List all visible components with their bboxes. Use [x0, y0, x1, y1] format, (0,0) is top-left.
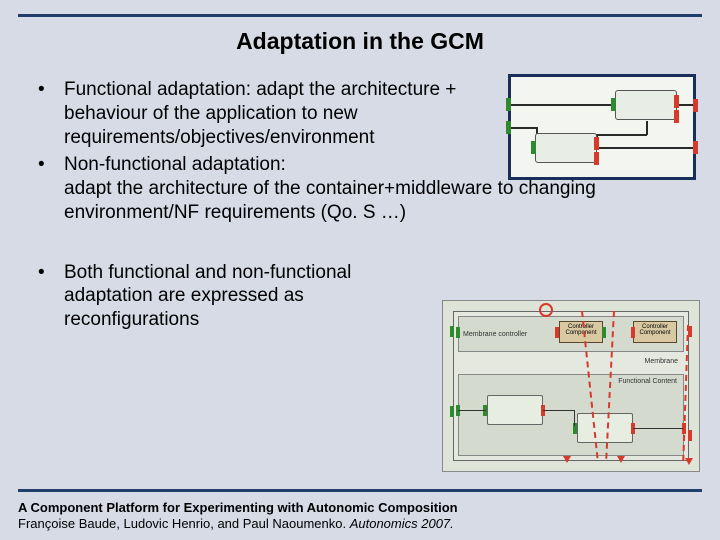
diagram2-arrowhead-icon [685, 458, 693, 465]
diagram2-arrowhead-icon [563, 456, 571, 463]
diagram2-port [602, 327, 606, 338]
diagram1-port [693, 141, 698, 154]
diagram1-port [674, 110, 679, 123]
bullet-reconfigurations: Both functional and non-functional adapt… [34, 261, 414, 332]
diagram2-port [688, 430, 692, 441]
diagram2-highlight-circle [539, 303, 553, 317]
slide-footer: A Component Platform for Experimenting w… [18, 500, 702, 533]
footer-credits: Françoise Baude, Ludovic Henrio, and Pau… [18, 516, 702, 532]
top-rule [18, 14, 702, 17]
diagram2-wire [543, 410, 575, 411]
diagram-component-boxes [508, 74, 696, 180]
bottom-rule [18, 489, 702, 492]
diagram1-box-b [535, 133, 597, 163]
footer-title: A Component Platform for Experimenting w… [18, 500, 702, 516]
diagram2-port [456, 327, 460, 338]
diagram1-port [594, 152, 599, 165]
diagram1-wire [509, 104, 615, 106]
diagram2-port [450, 326, 454, 337]
diagram2-functional-band: Functional Content [458, 374, 684, 456]
diagram2-wire [458, 410, 486, 411]
bullet-functional-adaptation: Functional adaptation: adapt the archite… [34, 78, 504, 149]
diagram2-controller-band: Membrane controller Controller Component… [458, 316, 684, 352]
footer-authors: Françoise Baude, Ludovic Henrio, and Pau… [18, 516, 350, 531]
diagram2-membrane-outer: Membrane controller Controller Component… [453, 311, 689, 461]
diagram2-wire [574, 410, 575, 426]
diagram2-inner-box [487, 395, 543, 425]
diagram2-port [631, 327, 635, 338]
diagram1-port [594, 137, 599, 150]
diagram2-controller-box: Controller Component [633, 321, 677, 343]
diagram2-functional-label: Functional Content [618, 378, 677, 385]
diagram1-wire [509, 127, 537, 129]
diagram1-port [531, 141, 536, 154]
diagram1-port [693, 99, 698, 112]
diagram1-box-a [615, 90, 677, 120]
diagram2-inner-box [577, 413, 633, 443]
diagram2-port [555, 327, 559, 338]
diagram1-wire [596, 147, 696, 149]
diagram-membrane-controller: Membrane controller Controller Component… [442, 300, 700, 472]
slide-title: Adaptation in the GCM [0, 28, 720, 55]
diagram2-arrowhead-icon [617, 456, 625, 463]
diagram1-port [674, 95, 679, 108]
diagram2-wire [633, 428, 685, 429]
diagram2-port [450, 406, 454, 417]
diagram1-port [506, 121, 511, 134]
footer-venue: Autonomics 2007. [350, 516, 454, 531]
diagram1-port [611, 98, 616, 111]
diagram1-wire [596, 134, 647, 136]
diagram2-membrane-label: Membrane controller [463, 331, 527, 338]
diagram1-wire [646, 121, 648, 135]
diagram1-port [506, 98, 511, 111]
diagram2-membrane-label2: Membrane [645, 358, 678, 365]
diagram2-controller-box: Controller Component [559, 321, 603, 343]
